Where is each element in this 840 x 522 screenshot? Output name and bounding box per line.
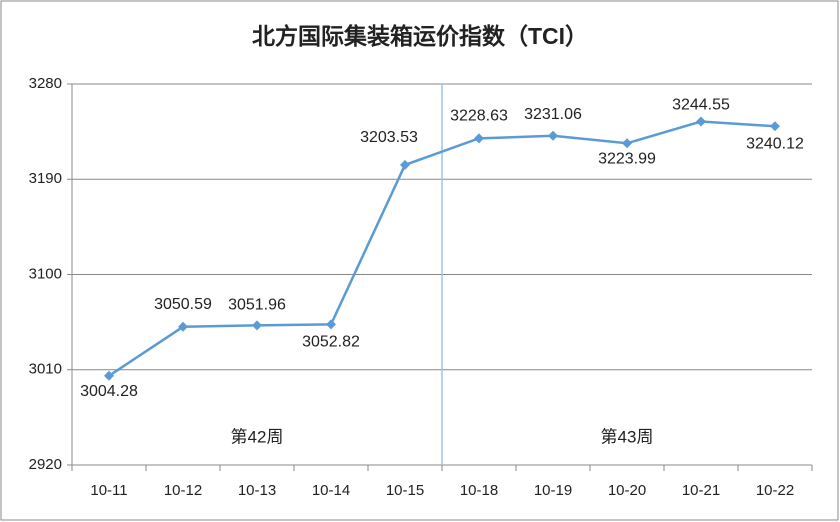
data-label: 3244.55 xyxy=(672,97,730,114)
data-point xyxy=(400,159,410,170)
data-label: 3052.82 xyxy=(302,334,360,351)
data-point xyxy=(178,321,188,332)
data-point xyxy=(696,116,706,127)
data-point xyxy=(104,370,114,381)
x-tick-label: 10-20 xyxy=(608,482,646,499)
data-point xyxy=(548,130,558,141)
data-label: 3004.28 xyxy=(80,383,138,400)
data-point xyxy=(326,319,336,330)
data-label: 3228.63 xyxy=(450,108,508,125)
data-label: 3223.99 xyxy=(598,150,656,167)
data-label: 3240.12 xyxy=(746,135,804,152)
x-tick-label: 10-22 xyxy=(756,482,794,499)
x-tick-label: 10-13 xyxy=(238,482,276,499)
data-label: 3050.59 xyxy=(154,296,212,313)
x-tick-label: 10-21 xyxy=(682,482,720,499)
x-tick-label: 10-18 xyxy=(460,482,498,499)
chart-title: 北方国际集装箱运价指数（TCI） xyxy=(252,23,588,49)
y-tick-label: 3280 xyxy=(29,75,62,92)
data-point xyxy=(622,138,632,149)
annotation: 第43周 xyxy=(601,427,654,446)
data-point xyxy=(474,133,484,144)
x-tick-label: 10-12 xyxy=(164,482,202,499)
data-label: 3203.53 xyxy=(360,129,418,146)
y-tick-label: 3100 xyxy=(29,265,62,282)
y-tick-label: 3010 xyxy=(29,361,62,378)
data-point xyxy=(770,121,780,132)
x-tick-label: 10-14 xyxy=(312,482,350,499)
data-line xyxy=(108,120,776,377)
annotation: 第42周 xyxy=(231,427,284,446)
x-tick-label: 10-15 xyxy=(386,482,424,499)
x-tick-label: 10-11 xyxy=(90,482,127,499)
y-tick-label: 3190 xyxy=(29,170,62,187)
data-point xyxy=(252,320,262,331)
data-label: 3231.06 xyxy=(524,106,582,123)
y-tick-label: 2920 xyxy=(29,456,62,473)
x-tick-label: 10-19 xyxy=(534,482,572,499)
data-label: 3051.96 xyxy=(228,297,286,314)
